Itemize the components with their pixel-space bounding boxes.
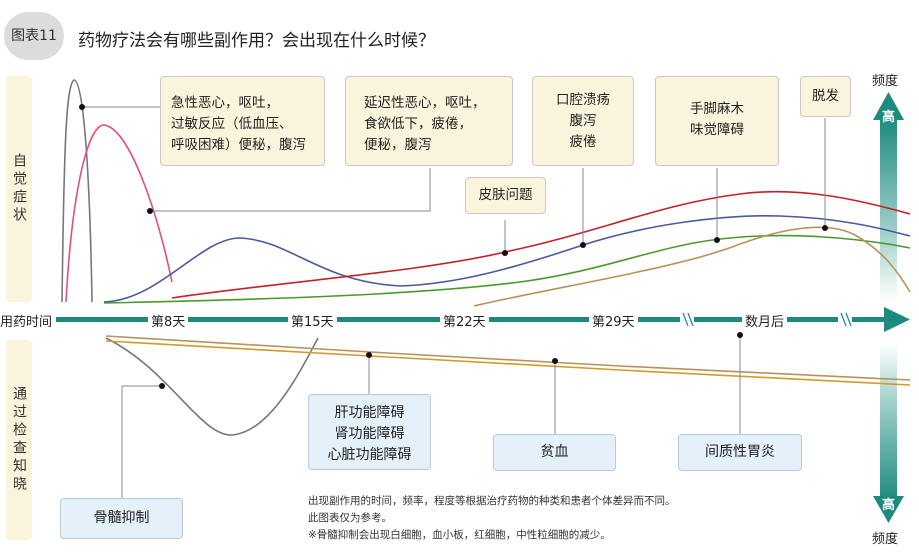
box-organ-function: 肝功能障碍 肾功能障碍 心脏功能障碍 <box>308 394 431 470</box>
marker-dot <box>737 332 743 338</box>
side-label-top: 自觉症状 <box>6 76 32 302</box>
frequency-arrow-up <box>873 92 904 302</box>
frequency-label-bottom: 频度 <box>872 532 899 547</box>
curve-acute-pink <box>65 124 173 303</box>
marker-dot <box>366 352 372 358</box>
curve-hairloss-tan <box>473 226 911 307</box>
box-delayed-symptoms: 延迟性恶心，呕吐， 食欲低下，疲倦， 便秘，腹泻 <box>345 76 513 166</box>
side-label-bottom: 通过检查知晓 <box>6 340 32 540</box>
figure-badge: 图表11 <box>4 12 64 60</box>
box-bone-marrow: 骨髓抑制 <box>60 498 183 539</box>
marker-dot <box>822 225 828 231</box>
page-title: 药物疗法会有哪些副作用？会出现在什么时候？ <box>78 31 435 51</box>
timeline-start-label: 用药时间 <box>0 311 56 330</box>
marker-dot <box>79 104 85 110</box>
box-hair-loss: 脱发 <box>800 76 851 117</box>
curve-bottom-orange <box>105 340 911 386</box>
frequency-high-bottom: 高 <box>882 498 896 513</box>
marker-dot <box>159 383 165 389</box>
box-anemia: 贫血 <box>493 434 616 471</box>
curve-acute-gray <box>61 79 93 303</box>
marker-dot <box>502 250 508 256</box>
marker-dot <box>714 237 720 243</box>
timeline-tick-day15: 第15天 <box>288 311 337 330</box>
curve-marrow-gray <box>105 337 319 436</box>
footnotes: 出现副作用的时间，频率，程度等根据治疗药物的种类和患者个体差异而不同。 此图表仅… <box>308 495 676 541</box>
timeline-tick-day22: 第22天 <box>440 311 489 330</box>
curve-delayed-navy <box>103 214 911 303</box>
timeline-tick-day29: 第29天 <box>589 311 638 330</box>
marker-dot <box>552 358 558 364</box>
box-interstitial: 间质性胃炎 <box>678 434 802 471</box>
marker-dot <box>147 208 153 214</box>
box-acute-symptoms: 急性恶心，呕吐， 过敏反应（低血压、 呼吸困难）便秘，腹泻 <box>160 76 325 166</box>
timeline-tick-months: 数月后 <box>742 311 788 330</box>
marker-dot <box>580 242 586 248</box>
frequency-arrow-down <box>873 342 904 523</box>
frequency-high-top: 高 <box>882 110 896 125</box>
box-numbness: 手脚麻木 味觉障碍 <box>655 76 779 166</box>
timeline-tick-day8: 第8天 <box>148 311 189 330</box>
curve-red <box>171 190 911 299</box>
curve-green <box>103 234 911 304</box>
box-mouth: 口腔溃疡 腹泻 疲倦 <box>532 76 634 166</box>
curve-bottom-tan <box>105 335 911 381</box>
frequency-label-top: 频度 <box>872 74 899 89</box>
box-skin: 皮肤问题 <box>465 177 546 214</box>
